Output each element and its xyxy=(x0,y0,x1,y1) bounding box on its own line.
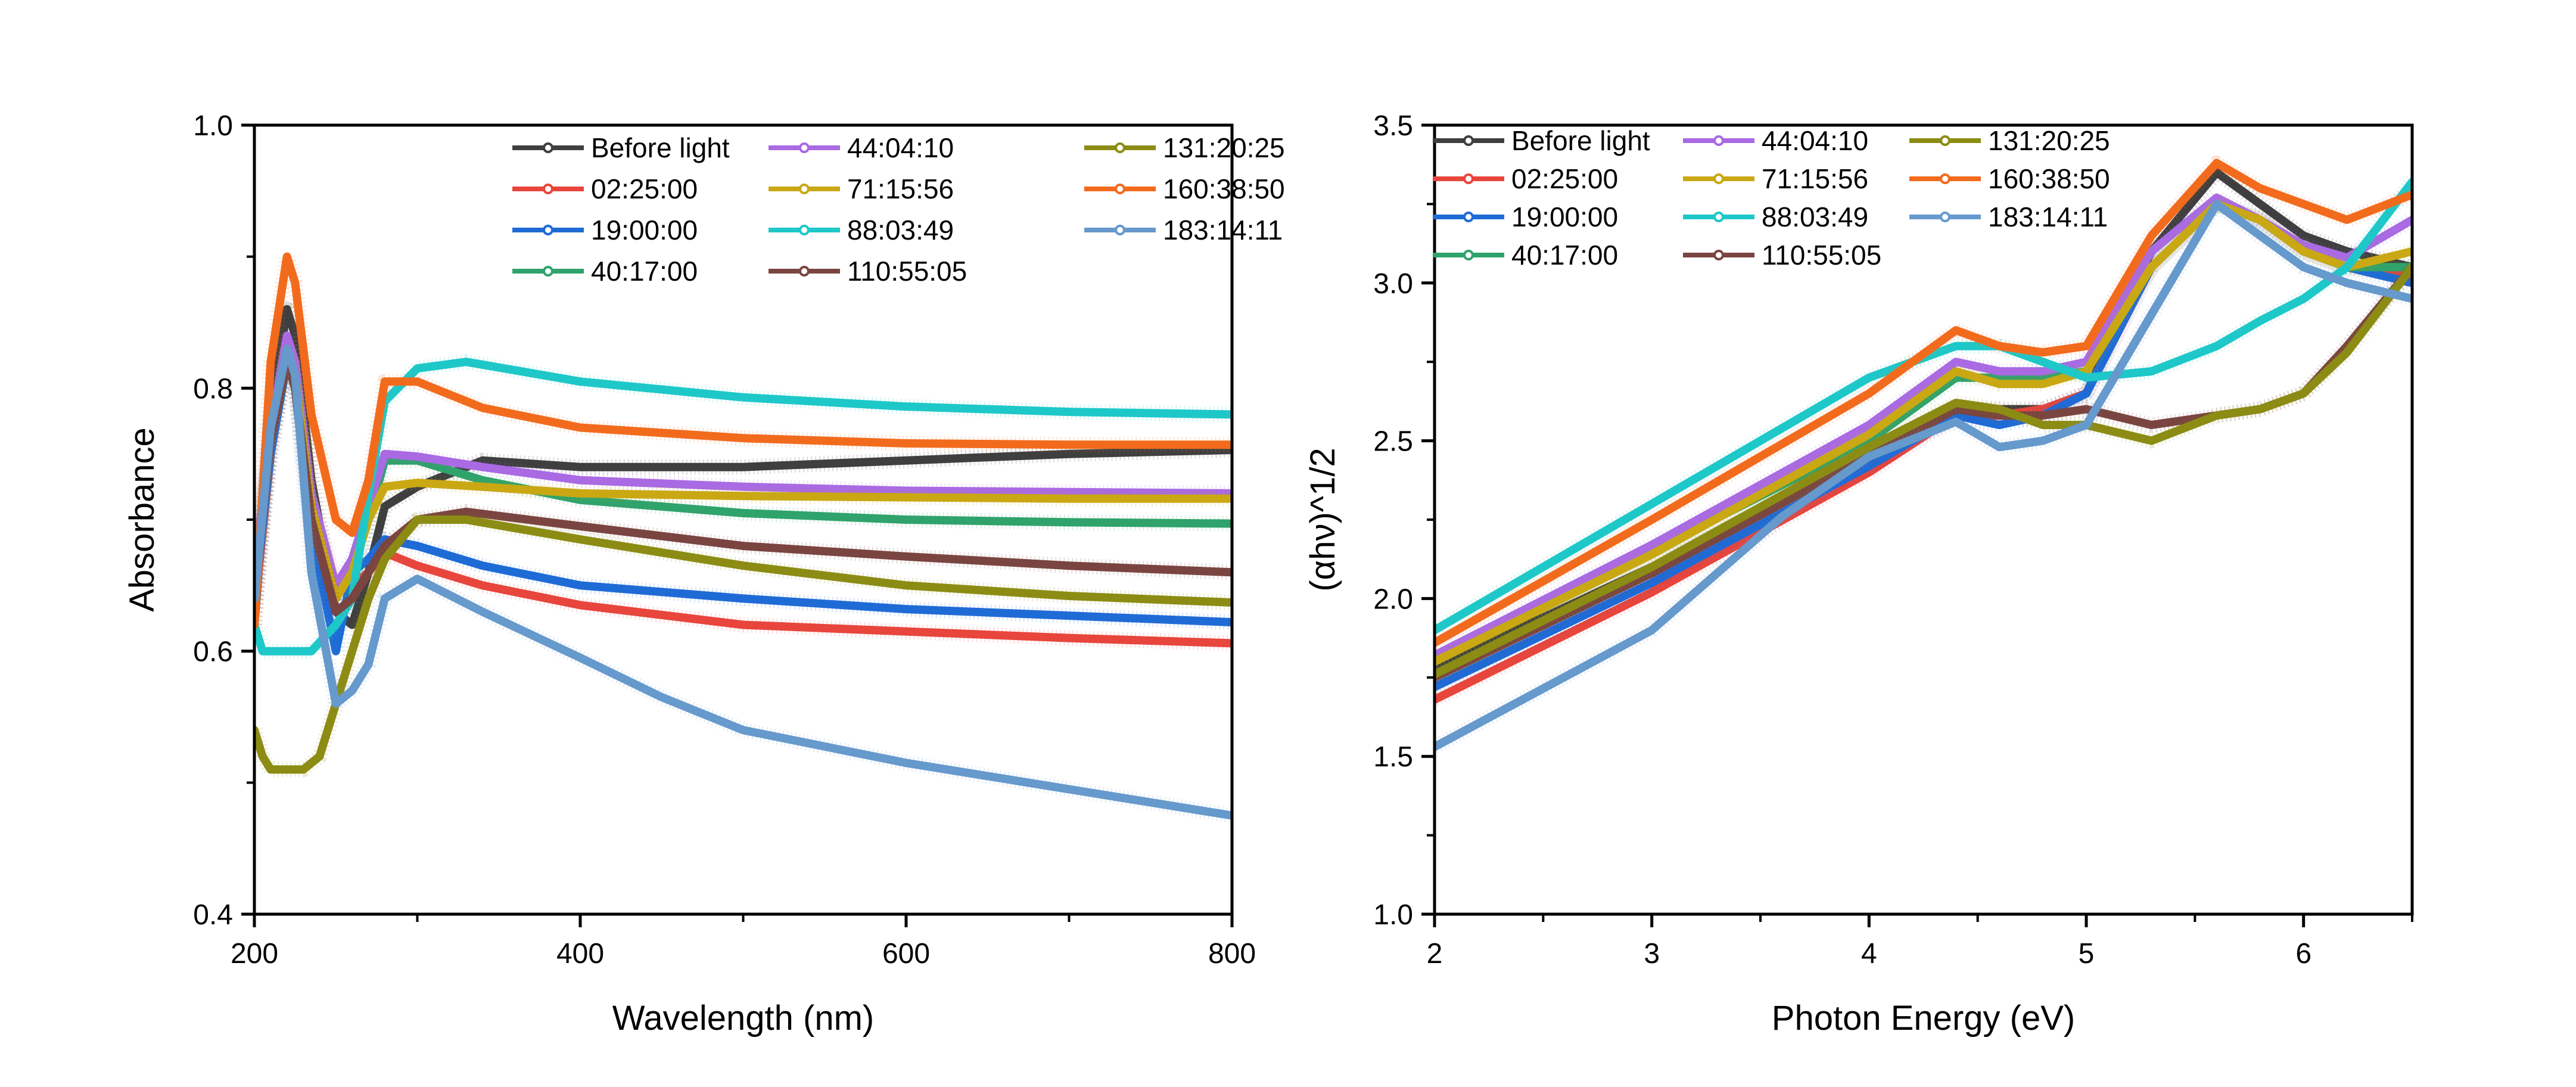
legend-marker-2 xyxy=(543,184,553,194)
legend-label-3: 19:00:00 xyxy=(1511,201,1618,232)
series-line-5 xyxy=(1435,193,2412,660)
series-line-11 xyxy=(254,344,1232,820)
legend-marker-3 xyxy=(1463,212,1474,222)
legend-label-7: 88:03:49 xyxy=(847,215,954,246)
legend-marker-8 xyxy=(799,266,810,277)
y-tick-label: 2.0 xyxy=(1373,583,1413,615)
series-line-7 xyxy=(1435,178,2412,635)
legend-label-2: 02:25:00 xyxy=(1511,163,1618,194)
legend-label-8: 110:55:05 xyxy=(847,256,967,287)
chart-panel-2: 2 3 4 5 6 1.0 1.5 2.0 2.5 3.0 3.5 Photon Energy (eV… xyxy=(1303,110,2414,1038)
series-line-10 xyxy=(1435,159,2412,647)
legend-label-8: 110:55:05 xyxy=(1762,240,1881,271)
legend-marker-11 xyxy=(1115,225,1125,235)
legend-label-3: 19:00:00 xyxy=(591,215,698,246)
legend-marker-1 xyxy=(543,142,553,153)
legend-label-10: 160:38:50 xyxy=(1163,173,1285,204)
y-tick-label: 0.8 xyxy=(193,373,233,405)
legend-marker-6 xyxy=(1713,173,1724,184)
series-group xyxy=(254,249,1232,824)
legend-label-5: 44:04:10 xyxy=(847,132,954,163)
x-tick-label: 400 xyxy=(556,938,604,970)
legend-marker-4 xyxy=(1463,250,1474,260)
x-tick-label: 800 xyxy=(1208,938,1256,970)
x-tick-label: 2 xyxy=(1427,938,1443,970)
legend-label-9: 131:20:25 xyxy=(1163,132,1285,163)
legend-label-4: 40:17:00 xyxy=(1511,240,1618,271)
legend-marker-8 xyxy=(1713,250,1724,260)
legend-marker-10 xyxy=(1115,184,1125,194)
legend-label-10: 160:38:50 xyxy=(1988,163,2110,194)
y-tick-label: 1.0 xyxy=(1373,899,1413,931)
y-tick-label: 0.6 xyxy=(193,636,233,668)
y-tick-label: 3.5 xyxy=(1373,110,1413,142)
legend-label-6: 71:15:56 xyxy=(847,173,954,204)
legend-marker-3 xyxy=(543,225,553,235)
y-tick-label: 3.0 xyxy=(1373,268,1413,300)
series-line-6 xyxy=(1435,200,2412,666)
x-axis-title: Wavelength (nm) xyxy=(612,999,874,1038)
legend-marker-1 xyxy=(1463,135,1474,146)
legend-marker-4 xyxy=(543,266,553,277)
x-tick-label: 600 xyxy=(882,938,930,970)
legend-label-6: 71:15:56 xyxy=(1762,163,1868,194)
x-axis-title: Photon Energy (eV) xyxy=(1772,999,2075,1038)
series-line-10 xyxy=(254,252,1232,629)
series-group xyxy=(1435,155,2412,754)
series-line-1 xyxy=(254,305,1232,629)
legend-marker-10 xyxy=(1940,173,1950,184)
x-tick-label: 6 xyxy=(2295,938,2311,970)
legend-marker-9 xyxy=(1115,142,1125,153)
x-tick-label: 5 xyxy=(2079,938,2095,970)
legend-marker-2 xyxy=(1463,173,1474,184)
legend-label-11: 183:14:11 xyxy=(1163,215,1283,246)
legend-label-5: 44:04:10 xyxy=(1762,125,1868,156)
legend-marker-9 xyxy=(1940,135,1950,146)
legend-marker-5 xyxy=(799,142,810,153)
x-tick-label: 200 xyxy=(231,938,278,970)
y-axis-title: (αhν)^1/2 xyxy=(1303,448,1342,591)
legend-marker-11 xyxy=(1940,212,1950,222)
y-axis-title: Absorbance xyxy=(123,427,161,612)
legend-label-4: 40:17:00 xyxy=(591,256,698,287)
legend-label-1: Before light xyxy=(1511,125,1650,156)
y-tick-label: 1.5 xyxy=(1373,741,1413,773)
y-tick-label: 0.4 xyxy=(193,899,233,931)
legend: Before light 02:25:00 19:00:00 40:17:00 44:0… xyxy=(1433,125,2110,271)
legend-label-11: 183:14:11 xyxy=(1988,201,2108,232)
y-tick-label: 2.5 xyxy=(1373,426,1413,458)
legend: Before light 02:25:00 19:00:00 40:17:00 44:0… xyxy=(512,132,1285,287)
legend-marker-7 xyxy=(1713,212,1724,222)
legend-label-1: Before light xyxy=(591,132,730,163)
series-line-11 xyxy=(1435,200,2412,751)
legend-marker-5 xyxy=(1713,135,1724,146)
y-tick-label: 1.0 xyxy=(193,110,233,142)
legend-label-2: 02:25:00 xyxy=(591,173,698,204)
legend-marker-6 xyxy=(799,184,810,194)
legend-marker-7 xyxy=(799,225,810,235)
chart-panel-1: 200 400 600 800 0.4 0.6 0.8 1.0 Wavelength (nm) A… xyxy=(123,110,1285,1038)
series-line-9 xyxy=(254,515,1232,774)
x-tick-label: 4 xyxy=(1861,938,1877,970)
legend-label-7: 88:03:49 xyxy=(1762,201,1868,232)
legend-label-9: 131:20:25 xyxy=(1988,125,2110,156)
x-tick-label: 3 xyxy=(1644,938,1660,970)
